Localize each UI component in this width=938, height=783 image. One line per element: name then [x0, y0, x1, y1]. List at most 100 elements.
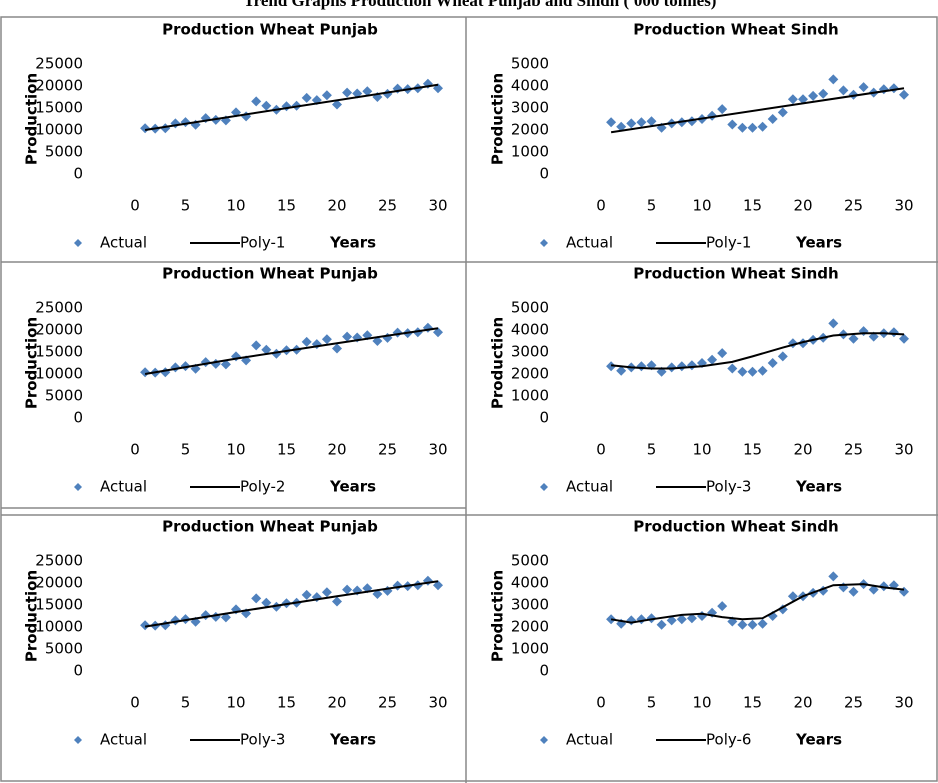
- data-point: [180, 361, 191, 372]
- chart-title: Production Wheat Punjab: [162, 21, 378, 39]
- trend-line: [610, 583, 905, 624]
- panel: Production Wheat Punjab Production 0 5000 10…: [23, 21, 448, 252]
- x-tick-label: 0: [596, 197, 606, 215]
- trend-line: [610, 87, 905, 134]
- data-point: [433, 580, 443, 591]
- data-point: [261, 100, 272, 111]
- data-point: [281, 101, 292, 112]
- y-tick-label: 20000: [35, 574, 83, 592]
- legend-marker: [74, 483, 82, 491]
- data-point: [210, 611, 221, 622]
- x-tick-label: 15: [743, 441, 762, 459]
- data-point: [878, 581, 889, 592]
- data-point: [818, 88, 829, 99]
- data-point: [606, 117, 617, 128]
- data-point: [352, 332, 363, 343]
- x-tick-label: 5: [181, 694, 191, 712]
- trend-line: [610, 332, 905, 370]
- data-point: [382, 332, 393, 343]
- chart-title: Production Wheat Sindh: [633, 265, 838, 283]
- data-point: [747, 122, 758, 133]
- data-point: [140, 620, 151, 631]
- data-point: [858, 326, 869, 337]
- y-tick-label: 1000: [511, 143, 549, 161]
- data-point: [616, 121, 627, 132]
- data-point: [332, 99, 342, 110]
- data-point: [392, 327, 403, 338]
- y-tick-label: 0: [539, 165, 549, 183]
- y-axis-label: Production: [489, 317, 507, 409]
- data-point: [727, 363, 738, 374]
- panel: Production Wheat Punjab Production 0 5000 10…: [23, 518, 448, 749]
- data-point: [261, 344, 272, 355]
- chart-title: Production Wheat Punjab: [162, 265, 378, 283]
- data-point: [170, 615, 181, 626]
- data-point: [838, 85, 849, 96]
- x-tick-label: 15: [743, 197, 762, 215]
- data-point: [656, 122, 667, 133]
- y-tick-label: 5000: [45, 640, 83, 658]
- y-tick-label: 3000: [511, 99, 549, 117]
- data-point: [301, 92, 312, 103]
- y-tick-label: 5000: [511, 299, 549, 317]
- y-tick-label: 4000: [511, 321, 549, 339]
- chart-title: Production Wheat Punjab: [162, 518, 378, 536]
- data-point: [251, 96, 262, 107]
- x-tick-label: 10: [692, 197, 711, 215]
- y-tick-label: 0: [73, 662, 83, 680]
- data-point: [362, 86, 373, 97]
- panel: Production Wheat SindhProduction01000200…: [489, 265, 914, 496]
- y-tick-label: 1000: [511, 387, 549, 405]
- y-tick-label: 3000: [511, 596, 549, 614]
- data-point: [899, 89, 909, 100]
- y-tick-label: 5000: [511, 552, 549, 570]
- x-tick-label: 30: [894, 694, 913, 712]
- x-tick-label: 30: [428, 197, 447, 215]
- x-axis-label: Years: [329, 478, 376, 496]
- y-tick-label: 10000: [35, 365, 83, 383]
- data-point: [200, 357, 211, 368]
- data-point: [848, 333, 859, 344]
- y-tick-label: 0: [73, 409, 83, 427]
- y-tick-label: 25000: [35, 552, 83, 570]
- x-tick-label: 25: [378, 694, 397, 712]
- data-point: [848, 586, 859, 597]
- data-point: [301, 589, 312, 600]
- y-tick-label: 2000: [511, 365, 549, 383]
- legend-label: Actual: [100, 234, 147, 252]
- data-point: [717, 601, 728, 612]
- panel: Production Wheat SindhProduction01000200…: [489, 518, 914, 749]
- data-point: [231, 604, 241, 615]
- data-point: [321, 90, 332, 101]
- chart-title: Production Wheat Sindh: [633, 21, 838, 39]
- data-point: [646, 613, 657, 624]
- x-tick-label: 25: [378, 441, 397, 459]
- trend-line: [144, 580, 439, 628]
- data-point: [422, 575, 433, 586]
- legend-marker: [74, 736, 82, 744]
- x-tick-label: 20: [793, 694, 812, 712]
- data-point: [666, 362, 677, 373]
- data-point: [747, 619, 758, 630]
- data-point: [160, 367, 171, 378]
- data-point: [787, 94, 798, 105]
- x-tick-label: 25: [378, 197, 397, 215]
- data-point: [737, 366, 748, 377]
- x-tick-label: 10: [692, 441, 711, 459]
- data-point: [616, 365, 627, 376]
- data-point: [342, 584, 353, 595]
- y-tick-label: 3000: [511, 343, 549, 361]
- data-point: [686, 116, 697, 127]
- x-tick-label: 25: [844, 197, 863, 215]
- x-tick-label: 5: [181, 441, 191, 459]
- x-tick-label: 25: [844, 441, 863, 459]
- data-point: [342, 87, 353, 98]
- x-tick-label: 0: [130, 197, 140, 215]
- x-tick-label: 5: [647, 441, 657, 459]
- data-point: [747, 366, 758, 377]
- x-tick-label: 20: [793, 197, 812, 215]
- y-tick-label: 10000: [35, 121, 83, 139]
- x-tick-label: 0: [596, 694, 606, 712]
- x-tick-label: 10: [692, 694, 711, 712]
